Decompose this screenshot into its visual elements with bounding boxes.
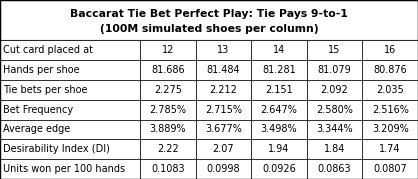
Bar — [307, 60, 362, 80]
Bar — [251, 60, 307, 80]
Bar — [251, 120, 307, 139]
Bar — [251, 159, 307, 179]
Bar — [307, 40, 362, 60]
Text: 0.0926: 0.0926 — [262, 164, 296, 174]
Text: 81.079: 81.079 — [318, 65, 352, 75]
Bar — [251, 80, 307, 100]
Text: Average edge: Average edge — [3, 124, 70, 134]
Bar — [140, 139, 196, 159]
Text: 12: 12 — [162, 45, 174, 55]
Bar — [0, 100, 140, 120]
Bar — [362, 159, 418, 179]
Bar — [140, 60, 196, 80]
Bar — [0, 60, 140, 80]
Bar — [362, 139, 418, 159]
Text: 16: 16 — [384, 45, 396, 55]
Text: 3.498%: 3.498% — [261, 124, 297, 134]
Bar — [251, 139, 307, 159]
Text: 0.0863: 0.0863 — [318, 164, 352, 174]
Bar — [307, 100, 362, 120]
Text: 3.889%: 3.889% — [150, 124, 186, 134]
Bar — [307, 120, 362, 139]
Text: 81.484: 81.484 — [206, 65, 240, 75]
Bar — [362, 120, 418, 139]
Bar — [362, 40, 418, 60]
Bar — [0, 40, 140, 60]
Text: Desirability Index (DI): Desirability Index (DI) — [3, 144, 110, 154]
Text: Baccarat Tie Bet Perfect Play: Tie Pays 9-to-1: Baccarat Tie Bet Perfect Play: Tie Pays … — [70, 9, 348, 19]
Text: Units won per 100 hands: Units won per 100 hands — [3, 164, 125, 174]
Text: 2.092: 2.092 — [321, 85, 349, 95]
Text: 0.1083: 0.1083 — [151, 164, 185, 174]
Text: 2.22: 2.22 — [157, 144, 179, 154]
Text: 2.647%: 2.647% — [260, 105, 298, 115]
Text: 1.94: 1.94 — [268, 144, 290, 154]
Bar — [362, 80, 418, 100]
Text: 14: 14 — [273, 45, 285, 55]
Text: 2.275: 2.275 — [154, 85, 182, 95]
Text: 2.785%: 2.785% — [149, 105, 186, 115]
Bar — [196, 139, 251, 159]
Bar — [196, 80, 251, 100]
Text: 80.876: 80.876 — [373, 65, 407, 75]
Text: 2.035: 2.035 — [376, 85, 404, 95]
Bar — [307, 139, 362, 159]
Bar — [0, 159, 140, 179]
Text: (100M simulated shoes per column): (100M simulated shoes per column) — [99, 24, 319, 34]
Text: 2.516%: 2.516% — [372, 105, 409, 115]
Text: 81.686: 81.686 — [151, 65, 185, 75]
Bar — [140, 120, 196, 139]
Bar — [251, 100, 307, 120]
Bar — [140, 40, 196, 60]
Bar — [307, 159, 362, 179]
Bar — [0, 120, 140, 139]
Text: 3.344%: 3.344% — [316, 124, 353, 134]
Bar — [196, 120, 251, 139]
Bar — [196, 100, 251, 120]
Bar — [196, 60, 251, 80]
Text: 1.74: 1.74 — [380, 144, 401, 154]
Bar — [0, 80, 140, 100]
Text: 0.0998: 0.0998 — [206, 164, 240, 174]
Bar — [140, 80, 196, 100]
Bar — [0, 0, 418, 40]
Text: 3.677%: 3.677% — [205, 124, 242, 134]
Text: 15: 15 — [329, 45, 341, 55]
Text: 2.212: 2.212 — [209, 85, 237, 95]
Text: 2.580%: 2.580% — [316, 105, 353, 115]
Bar — [196, 40, 251, 60]
Text: 13: 13 — [217, 45, 229, 55]
Text: 2.715%: 2.715% — [205, 105, 242, 115]
Text: Tie bets per shoe: Tie bets per shoe — [3, 85, 87, 95]
Text: 2.151: 2.151 — [265, 85, 293, 95]
Text: Hands per shoe: Hands per shoe — [3, 65, 79, 75]
Text: Bet Frequency: Bet Frequency — [3, 105, 73, 115]
Bar — [140, 100, 196, 120]
Bar — [251, 40, 307, 60]
Bar — [362, 60, 418, 80]
Bar — [307, 80, 362, 100]
Text: 1.84: 1.84 — [324, 144, 345, 154]
Bar — [0, 139, 140, 159]
Bar — [362, 100, 418, 120]
Bar — [140, 159, 196, 179]
Text: Cut card placed at: Cut card placed at — [3, 45, 93, 55]
Text: 2.07: 2.07 — [213, 144, 234, 154]
Bar — [196, 159, 251, 179]
Text: 3.209%: 3.209% — [372, 124, 408, 134]
Text: 81.281: 81.281 — [262, 65, 296, 75]
Text: 0.0807: 0.0807 — [373, 164, 407, 174]
